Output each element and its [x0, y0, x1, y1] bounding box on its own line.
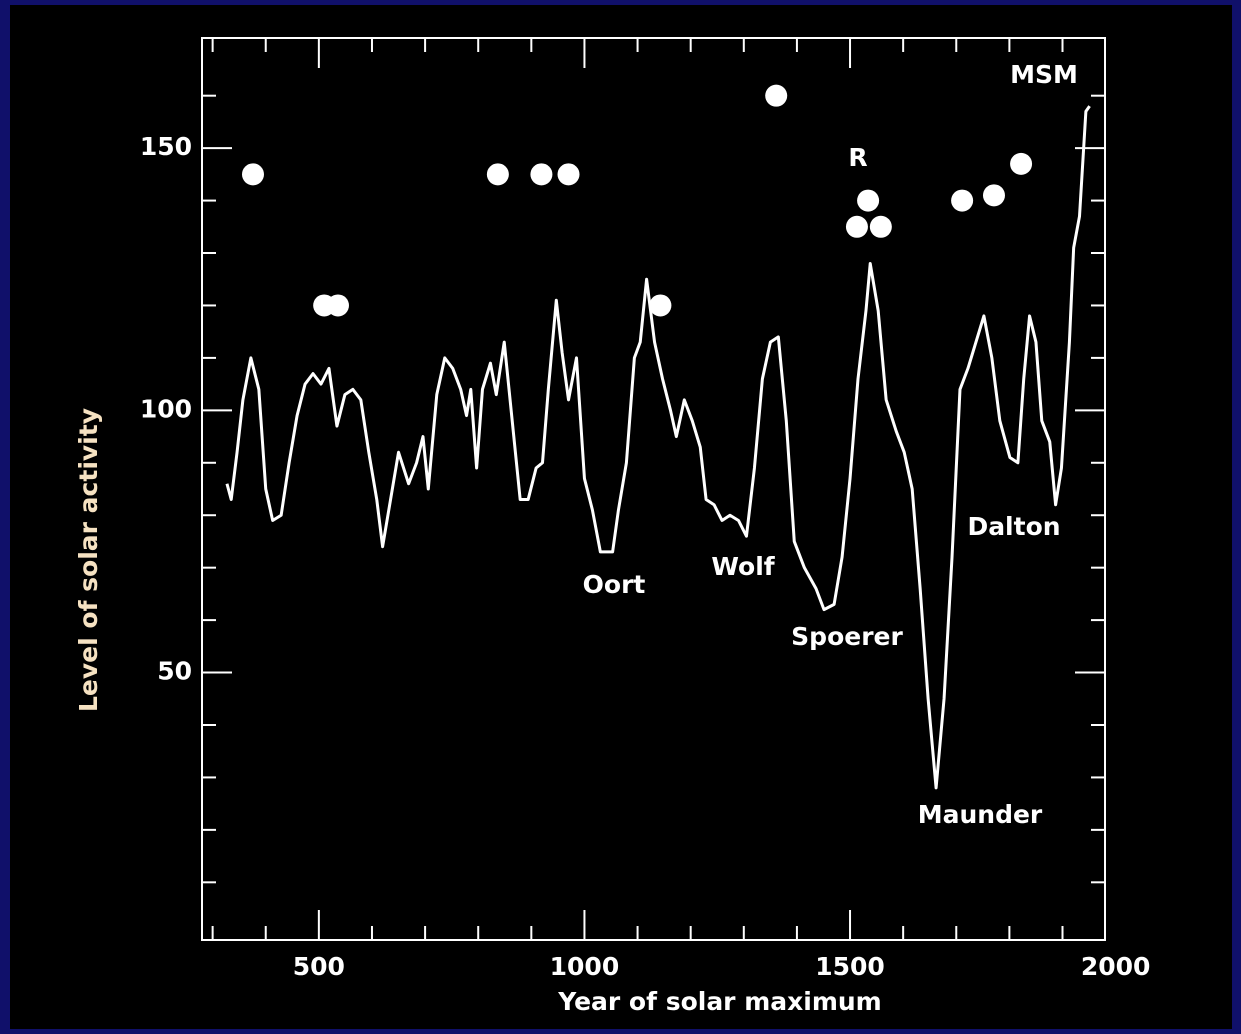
x-axis-label: Year of solar maximum	[557, 987, 881, 1016]
x-tick-label: 2000	[1081, 952, 1151, 981]
point	[845, 215, 868, 238]
point	[241, 163, 264, 186]
point	[1010, 152, 1033, 175]
annotation: MSM	[1010, 60, 1078, 89]
point	[486, 163, 509, 186]
annotation: Wolf	[711, 552, 775, 581]
annotation: Maunder	[918, 800, 1043, 829]
y-tick-label: 150	[140, 132, 192, 161]
annotation: Oort	[583, 570, 646, 599]
point	[857, 189, 880, 212]
point	[982, 184, 1005, 207]
x-tick-label: 1500	[815, 952, 885, 981]
point	[530, 163, 553, 186]
y-axis-label: Level of solar activity	[74, 408, 103, 712]
annotation: R	[848, 143, 867, 172]
point	[649, 294, 672, 317]
x-tick-label: 500	[293, 952, 345, 981]
plot-frame	[201, 37, 1106, 941]
panel	[10, 5, 1232, 1029]
point	[326, 294, 349, 317]
point	[557, 163, 580, 186]
point	[765, 84, 788, 107]
line	[225, 105, 1091, 790]
point	[869, 215, 892, 238]
point	[951, 189, 974, 212]
annotation: Spoerer	[791, 622, 903, 651]
y-tick-label: 50	[157, 657, 192, 686]
x-tick-label: 1000	[550, 952, 620, 981]
y-tick-label: 100	[140, 394, 192, 423]
annotation: Dalton	[967, 512, 1060, 541]
